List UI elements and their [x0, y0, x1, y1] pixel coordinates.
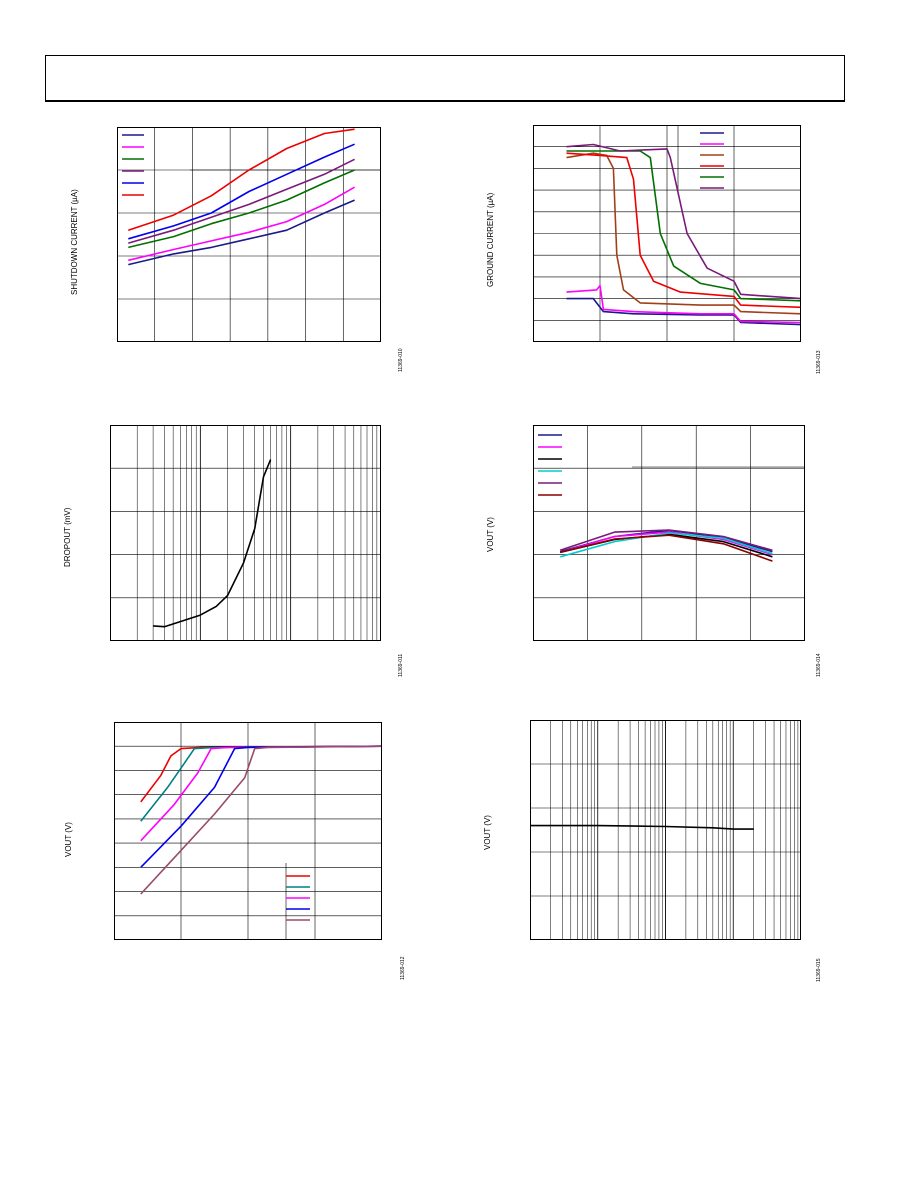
series-line-5 — [128, 143, 355, 240]
chart-plot-svg — [530, 720, 801, 940]
chart-panel-1 — [117, 127, 381, 342]
series-line-1 — [128, 199, 355, 266]
series-line-2 — [566, 284, 802, 324]
series-line-3 — [140, 745, 383, 842]
plot-frame — [114, 722, 382, 940]
y-axis-label: VOUT (V) — [486, 517, 495, 552]
series-line-2 — [559, 531, 773, 556]
series-line-5 — [140, 745, 383, 895]
chart-plot-svg — [533, 425, 805, 641]
series-line-3 — [128, 169, 355, 249]
y-axis-label: GROUND CURRENT (µA) — [486, 192, 495, 287]
figure-id: 11369-013 — [816, 350, 822, 374]
chart-plot-svg — [114, 722, 383, 940]
plot-frame — [533, 125, 801, 342]
y-axis-label: DROPOUT (mV) — [63, 507, 72, 567]
plot-frame — [530, 720, 801, 940]
y-axis-label: SHUTDOWN CURRENT (µA) — [70, 189, 79, 295]
page-header-frame — [45, 55, 845, 102]
series-line-6 — [560, 534, 773, 562]
series-line-4 — [128, 158, 355, 244]
series-line-4 — [566, 152, 802, 309]
chart-plot-svg — [117, 127, 381, 342]
series-line-1 — [153, 459, 272, 628]
plot-frame — [117, 127, 381, 342]
figure-id: 11369-012 — [400, 956, 406, 980]
figure-id: 11369-011 — [398, 653, 404, 677]
chart-plot-svg — [110, 425, 381, 641]
chart-panel-5 — [114, 722, 383, 940]
series-line-3 — [566, 152, 802, 315]
plot-frame — [110, 425, 381, 641]
figure-id: 11369-015 — [816, 958, 822, 982]
series-line-4 — [140, 745, 383, 868]
series-line-6 — [566, 143, 802, 300]
y-axis-label: VOUT (V) — [483, 815, 492, 850]
series-line-4 — [559, 532, 773, 558]
series-line-5 — [566, 150, 802, 302]
chart-plot-svg — [533, 125, 802, 342]
series-line-1 — [530, 824, 754, 830]
chart-panel-6 — [530, 720, 801, 940]
chart-panel-3 — [110, 425, 381, 641]
y-axis-label: VOUT (V) — [64, 822, 73, 857]
figure-id: 11369-014 — [816, 653, 822, 677]
chart-panel-4 — [533, 425, 805, 641]
series-line-2 — [128, 186, 355, 262]
series-line-5 — [559, 529, 773, 552]
figure-id: 11369-010 — [398, 348, 404, 372]
plot-frame — [533, 425, 805, 641]
chart-panel-2 — [533, 125, 802, 342]
series-line-6 — [128, 128, 355, 231]
series-line-2 — [140, 745, 383, 822]
